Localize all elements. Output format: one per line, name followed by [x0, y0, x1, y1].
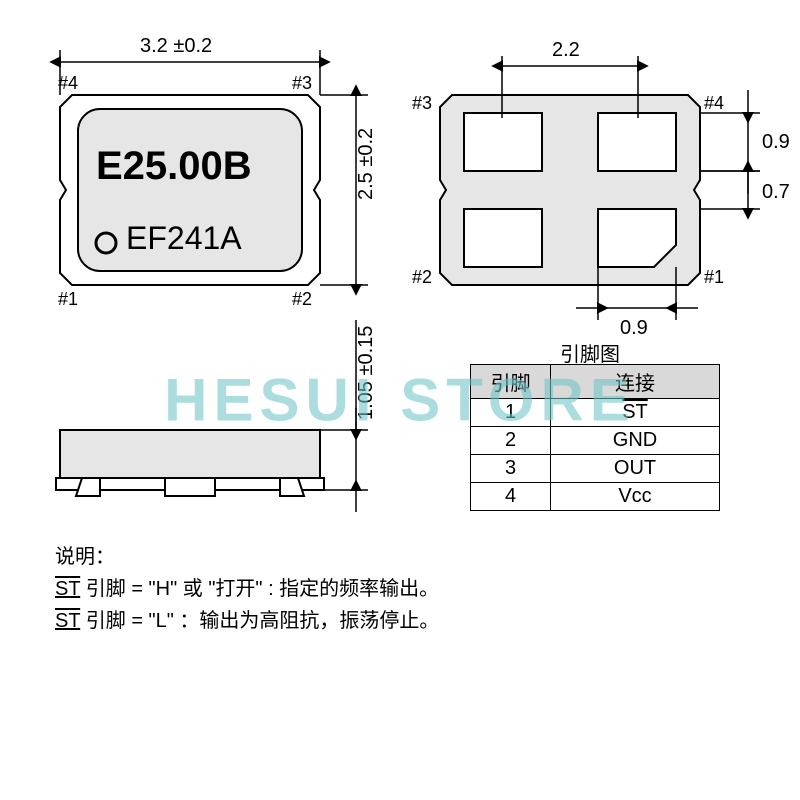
- pin1-label: #1: [58, 289, 78, 309]
- svg-text:0.9: 0.9: [620, 317, 648, 339]
- notes-l1: ST 引脚 = "H" 或 "打开" : 指定的频率输出。: [55, 572, 439, 601]
- svg-text:1.05 ±0.15: 1.05 ±0.15: [355, 326, 377, 420]
- pin2-label: #2: [292, 289, 312, 309]
- bottom-view: #3 #4 #2 #1: [412, 93, 724, 287]
- svg-text:0.9: 0.9: [762, 131, 790, 153]
- pin4-label: #4: [58, 73, 78, 93]
- dim-height: 2.5 ±0.2: [320, 95, 377, 285]
- svg-text:0.7: 0.7: [762, 181, 790, 203]
- svg-text:#1: #1: [704, 267, 724, 287]
- chip-line1: E25.00B: [96, 144, 252, 188]
- side-view: [56, 430, 324, 496]
- svg-text:#4: #4: [704, 93, 724, 113]
- svg-text:2.2: 2.2: [552, 39, 580, 61]
- svg-text:#2: #2: [412, 267, 432, 287]
- svg-text:#3: #3: [412, 93, 432, 113]
- chip-line2: EF241A: [126, 220, 242, 256]
- dim-thickness: 1.05 ±0.15: [320, 320, 377, 512]
- th-pin: 引脚: [471, 365, 551, 399]
- pin-table: 引脚 连接 1ST 2GND 3OUT 4Vcc: [470, 364, 720, 511]
- notes-heading: 说明：: [55, 540, 115, 569]
- svg-text:3.2 ±0.2: 3.2 ±0.2: [140, 35, 212, 57]
- dim-gap: 0.7: [700, 171, 790, 209]
- pin3-label: #3: [292, 73, 312, 93]
- notes-l2: ST 引脚 = "L" ：输出为高阻抗，振荡停止。: [55, 604, 439, 633]
- th-conn: 连接: [551, 365, 720, 399]
- dim-width: 3.2 ±0.2: [60, 35, 320, 95]
- pin-table-title: 引脚图: [560, 338, 620, 367]
- svg-text:2.5 ±0.2: 2.5 ±0.2: [355, 128, 377, 200]
